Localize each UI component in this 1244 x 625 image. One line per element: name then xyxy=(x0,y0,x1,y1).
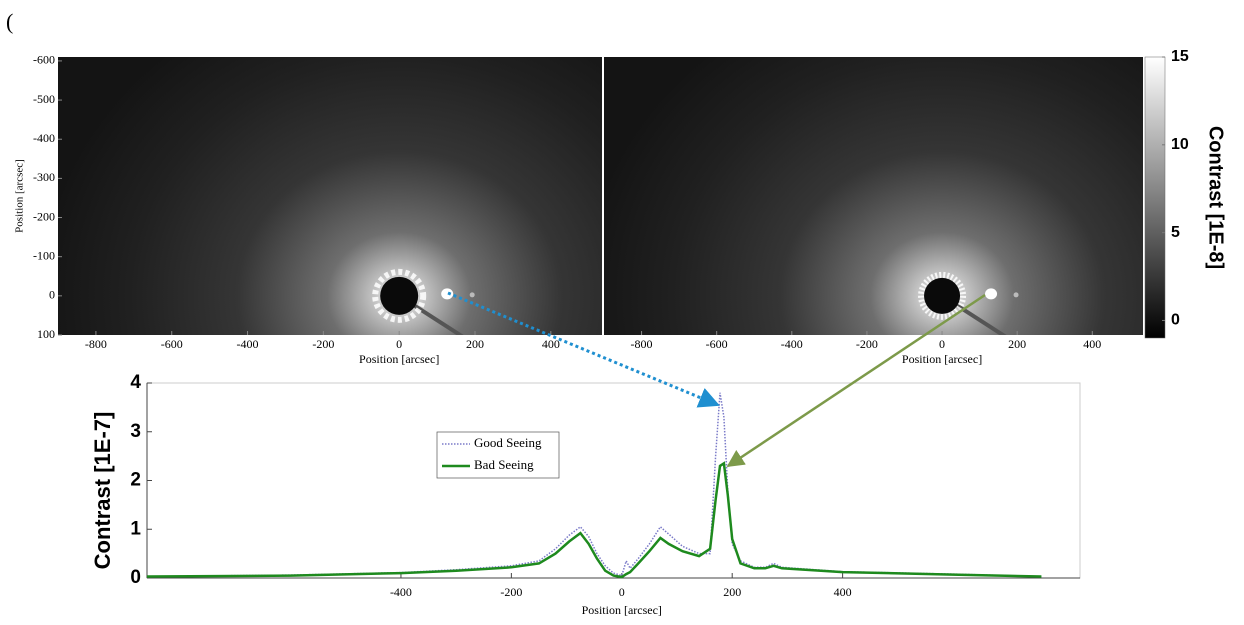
arrow xyxy=(447,291,720,408)
halo xyxy=(58,57,602,335)
x-tick-label: -200 xyxy=(312,337,334,351)
x-axis-label: Position [arcsec] xyxy=(359,352,439,366)
colorbar-tick-label: 15 xyxy=(1171,48,1189,65)
image xyxy=(58,57,602,335)
y-tick-label: -500 xyxy=(33,92,55,106)
x-tick-label: -200 xyxy=(500,585,522,599)
occulter xyxy=(380,276,419,315)
y-tick-label: 100 xyxy=(37,327,55,341)
y-tick-label: 1 xyxy=(130,518,141,539)
y-tick-label: -300 xyxy=(33,170,55,184)
y-tick-label: -400 xyxy=(33,131,55,145)
x-tick-label: 0 xyxy=(619,585,625,599)
legend-label: Good Seeing xyxy=(474,435,542,450)
occulter-rim xyxy=(372,268,427,323)
line-series xyxy=(146,461,1042,579)
x-axis-label: Position [arcsec] xyxy=(582,603,662,617)
colorbar-label: Contrast [1E-8] xyxy=(1205,126,1227,269)
x-tick-label: 0 xyxy=(939,337,945,351)
x-tick-label: -400 xyxy=(781,337,803,351)
y-tick-label: -200 xyxy=(33,209,55,223)
spot xyxy=(441,288,454,300)
spot-small xyxy=(469,292,475,298)
x-tick-label: 200 xyxy=(723,585,741,599)
y-tick-label: 2 xyxy=(130,470,141,491)
colorbar-tick-label: 10 xyxy=(1171,136,1189,153)
line-series xyxy=(146,392,1042,578)
spot xyxy=(985,288,998,300)
colorbar xyxy=(1144,56,1166,339)
x-tick-label: 400 xyxy=(1083,337,1101,351)
occulter xyxy=(924,277,961,314)
x-tick-label: -400 xyxy=(390,585,412,599)
x-tick-label: 200 xyxy=(466,337,484,351)
x-tick-label: 0 xyxy=(396,337,402,351)
x-tick-label: 400 xyxy=(834,585,852,599)
y-tick-label: 0 xyxy=(49,288,55,302)
panel-marker: ( xyxy=(6,9,13,34)
y-axis-label: Contrast [1E-7] xyxy=(90,412,115,570)
x-tick-label: -600 xyxy=(161,337,183,351)
x-axis-label: Position [arcsec] xyxy=(902,352,982,366)
y-tick-label: 4 xyxy=(130,372,141,393)
y-tick-label: -600 xyxy=(33,53,55,67)
y-tick-label: -100 xyxy=(33,248,55,262)
legend-box xyxy=(436,431,560,479)
y-tick-label: 0 xyxy=(130,567,141,588)
y-axis-label: Position [arcsec] xyxy=(14,159,26,233)
plot-frame xyxy=(146,382,1081,579)
colorbar-tick-label: 5 xyxy=(1171,224,1180,241)
x-tick-label: -400 xyxy=(237,337,259,351)
x-tick-label: -200 xyxy=(856,337,878,351)
colorbar-tick-label: 0 xyxy=(1171,312,1180,329)
x-tick-label: -600 xyxy=(706,337,728,351)
arrow xyxy=(726,293,986,468)
y-tick-label: 3 xyxy=(130,421,141,442)
x-tick-label: -800 xyxy=(85,337,107,351)
image xyxy=(604,57,1143,335)
spot-small xyxy=(1013,292,1019,298)
halo xyxy=(604,57,1143,335)
x-tick-label: -800 xyxy=(631,337,653,351)
legend-label: Bad Seeing xyxy=(474,457,534,472)
x-tick-label: 200 xyxy=(1008,337,1026,351)
x-tick-label: 400 xyxy=(542,337,560,351)
occulter-rim xyxy=(918,271,967,320)
